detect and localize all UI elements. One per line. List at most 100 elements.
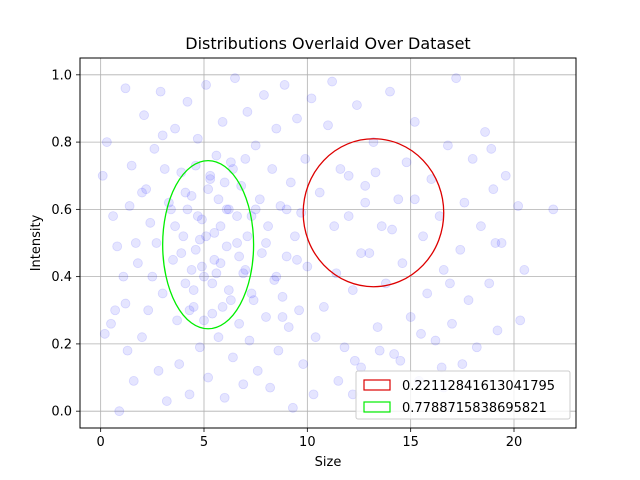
scatter-point xyxy=(372,322,383,332)
x-tick-label: 20 xyxy=(506,435,523,450)
scatter-point xyxy=(459,197,470,208)
y-tick-label: 1.0 xyxy=(51,68,72,83)
scatter-point xyxy=(254,194,265,205)
scatter-point xyxy=(157,130,168,141)
scatter-point xyxy=(205,174,216,184)
scatter-point xyxy=(352,100,362,110)
scatter-point xyxy=(476,221,486,232)
scatter-point xyxy=(143,305,154,316)
scatter-point xyxy=(252,365,263,376)
scatter-point xyxy=(335,164,346,174)
scatter-point xyxy=(455,244,466,255)
legend: 0.22112841613041795 0.7788715838695821 xyxy=(355,370,571,420)
scatter-point xyxy=(331,268,342,279)
scatter-point xyxy=(279,80,290,90)
scatter-point xyxy=(137,332,147,343)
scatter-point xyxy=(238,268,249,279)
distribution-ellipse xyxy=(162,159,255,330)
scatter-point xyxy=(306,93,317,104)
scatter-point xyxy=(120,83,131,94)
scatter-point xyxy=(292,113,302,124)
scatter-point xyxy=(271,123,282,134)
scatter-point xyxy=(112,241,123,252)
scatter-point xyxy=(285,177,296,188)
scatter-point xyxy=(265,382,276,393)
scatter-point xyxy=(244,335,255,346)
scatter-point xyxy=(172,315,183,326)
scatter-point xyxy=(180,278,191,289)
scatter-point xyxy=(447,318,457,329)
scatter-point xyxy=(120,298,131,309)
scatter-point xyxy=(451,73,462,84)
scatter-point xyxy=(217,117,228,127)
scatter-point xyxy=(161,396,172,406)
scatter-point xyxy=(310,332,321,343)
scatter-point xyxy=(389,349,400,359)
scatter-point xyxy=(434,211,445,221)
scatter-point xyxy=(356,248,366,258)
scatter-point xyxy=(333,376,344,386)
scatter-point xyxy=(203,184,214,195)
scatter-point xyxy=(141,184,152,195)
scatter-point xyxy=(314,187,325,198)
scatter-point xyxy=(376,221,387,232)
scatter-point xyxy=(515,315,526,326)
scatter-point xyxy=(438,265,449,275)
scatter-point xyxy=(188,285,199,295)
scatter-point xyxy=(232,238,242,248)
scatter-point xyxy=(228,352,238,363)
scatter-point xyxy=(201,231,211,242)
scatter-point xyxy=(147,271,158,282)
scatter-point xyxy=(343,170,354,181)
scatter-point xyxy=(170,123,180,134)
scatter-point xyxy=(182,96,193,107)
scatter-point xyxy=(463,295,474,306)
scatter-point xyxy=(343,211,354,221)
scatter-point xyxy=(110,305,121,316)
scatter-point xyxy=(205,170,216,181)
scatter-point xyxy=(157,288,168,299)
scatter-point xyxy=(281,204,292,215)
scatter-point xyxy=(250,140,261,151)
scatter-point xyxy=(149,143,160,154)
legend-label: 0.7788715838695821 xyxy=(402,401,547,416)
scatter-point xyxy=(364,248,375,258)
scatter-point xyxy=(248,295,259,306)
scatter-point xyxy=(269,275,280,285)
scatter-point xyxy=(209,254,220,265)
scatter-point xyxy=(159,164,170,174)
scatter-point xyxy=(490,238,501,248)
scatter-point xyxy=(186,191,197,201)
scatter-point xyxy=(360,180,371,191)
scatter-point xyxy=(211,268,222,279)
y-tick-label: 0.0 xyxy=(51,405,72,420)
scatter-point xyxy=(329,221,340,232)
scatter-point xyxy=(401,157,412,168)
scatter-point xyxy=(108,211,118,221)
scatter-point xyxy=(106,318,116,329)
scatter-point xyxy=(467,154,478,164)
scatter-point xyxy=(122,345,133,356)
scatter-point xyxy=(219,177,230,188)
scatter-point xyxy=(203,372,214,383)
scatter-point xyxy=(221,241,232,252)
x-tick-label: 10 xyxy=(299,435,316,450)
grid xyxy=(80,58,576,428)
scatter-point xyxy=(347,285,358,295)
legend-box xyxy=(355,370,571,420)
scatter-point xyxy=(178,231,189,242)
scatter-point xyxy=(99,328,110,339)
scatter-point xyxy=(207,278,218,289)
y-axis-label: Intensity xyxy=(29,214,44,271)
scatter-point xyxy=(238,379,249,390)
scatter-point xyxy=(188,302,199,312)
scatter-point xyxy=(223,285,234,295)
scatter-point xyxy=(174,359,185,369)
scatter-point xyxy=(213,332,224,343)
scatter-point xyxy=(422,288,433,299)
scatter-point xyxy=(323,120,333,131)
scatter-point xyxy=(209,228,220,238)
scatter-point xyxy=(261,238,271,248)
scatter-point xyxy=(484,278,495,289)
scatter-point xyxy=(211,150,222,161)
